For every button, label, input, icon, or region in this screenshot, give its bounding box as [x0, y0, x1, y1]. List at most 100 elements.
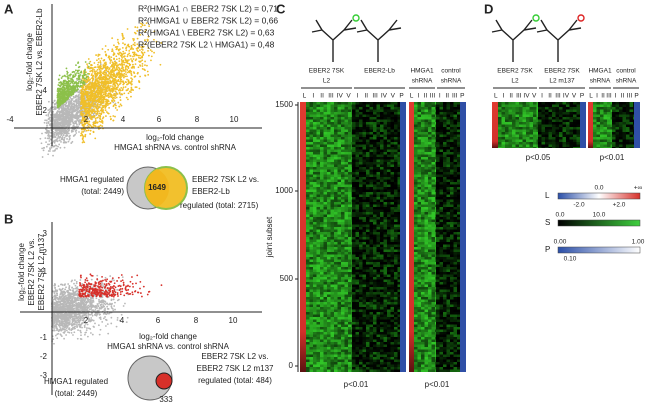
scatter-point: [56, 337, 59, 340]
scatter-point: [116, 75, 118, 77]
scatter-point: [103, 59, 105, 62]
scatter-point: [125, 46, 128, 49]
scatter-point: [61, 91, 64, 94]
rna-structure: [311, 19, 357, 62]
scatter-point: [61, 125, 64, 128]
scatter-point: [122, 42, 124, 45]
scatter-point: [60, 83, 63, 86]
scatter-point: [123, 37, 125, 40]
scatter-point: [91, 309, 94, 312]
scatter-point: [63, 75, 66, 77]
scatter-point: [141, 67, 144, 70]
scatter-point: [48, 130, 50, 132]
scatter-point: [104, 45, 107, 47]
scatter-point: [68, 322, 71, 324]
scatter-point: [67, 293, 70, 296]
scatter-point: [61, 284, 64, 286]
scatter-point: [116, 93, 119, 95]
scatter-point: [63, 118, 66, 121]
scatter-point: [94, 137, 97, 140]
scatter-point: [105, 63, 107, 65]
scatter-point: [105, 101, 108, 104]
scatter-point: [102, 77, 105, 80]
scatter-point: [80, 334, 82, 337]
scatter-point: [99, 316, 102, 319]
scatter-point: [74, 74, 77, 76]
scatter-point: [110, 322, 113, 325]
scatter-point: [82, 130, 85, 133]
scatter-point: [57, 113, 60, 116]
scatter-point: [98, 86, 101, 89]
scatter-point: [52, 101, 55, 104]
scatter-point: [72, 289, 74, 292]
scatter-point: [69, 288, 72, 291]
scatter-point: [109, 102, 112, 105]
scatter-point: [72, 287, 75, 290]
scatter-point: [58, 139, 61, 142]
scatter-point: [74, 284, 77, 287]
scatter-point: [110, 298, 113, 301]
scatter-point: [113, 64, 116, 67]
scatter-point: [89, 96, 92, 99]
scatter-point: [96, 89, 99, 92]
scatter-point: [112, 62, 114, 64]
scatter-point: [110, 65, 112, 68]
scatter-point: [104, 106, 107, 109]
scatter-point: [121, 73, 124, 76]
scatter-point: [109, 90, 112, 92]
scatter-point: [67, 103, 70, 106]
scatter-point: [60, 118, 62, 121]
scatter-point: [65, 110, 67, 113]
scatter-point: [111, 80, 114, 83]
scatter-point: [159, 63, 162, 66]
scatter-point: [54, 125, 57, 127]
scatter-point: [77, 312, 80, 315]
scatter-point: [111, 85, 114, 88]
scatter-point: [77, 299, 80, 302]
scatter-point: [130, 86, 133, 89]
scatter-point: [65, 299, 68, 302]
scatter-point: [100, 303, 103, 306]
scatter-point: [80, 79, 83, 82]
scatter-point: [80, 331, 82, 334]
scatter-point: [115, 48, 118, 51]
scatter-point: [132, 39, 135, 42]
scatter-point: [119, 79, 122, 82]
scatter-point: [121, 54, 123, 57]
scatter-point: [124, 86, 127, 88]
scatter-point: [70, 80, 72, 83]
scatter-point: [93, 124, 96, 127]
scatter-point: [127, 79, 130, 82]
scatter-point: [101, 117, 104, 120]
scatter-point: [70, 322, 73, 325]
scatter-point: [83, 83, 86, 85]
scatter-point: [102, 285, 104, 287]
scatter-point: [52, 140, 55, 143]
scatter-point: [91, 77, 93, 80]
scatter-point: [65, 80, 68, 83]
scatter-point: [91, 67, 94, 69]
scatter-point: [133, 31, 136, 34]
scatter-point: [74, 321, 77, 323]
scatter-point: [61, 130, 64, 133]
scatter-point: [56, 96, 59, 99]
scatter-point: [96, 59, 98, 62]
scatter-point: [97, 324, 100, 327]
scatter-point: [147, 73, 150, 76]
scatter-point: [75, 104, 78, 107]
scatter-point: [54, 324, 56, 327]
scatter-point: [96, 85, 99, 87]
scatter-point: [123, 63, 125, 66]
scatter-point: [86, 63, 88, 65]
scatter-point: [119, 82, 122, 85]
scatter-point: [141, 56, 144, 59]
scatter-point: [65, 75, 67, 78]
scatter-point: [57, 145, 59, 148]
scatter-point: [77, 110, 80, 113]
scatter-point: [71, 140, 74, 143]
scatter-point: [79, 329, 82, 332]
scatter-point: [61, 321, 64, 323]
scatter-point: [68, 110, 71, 113]
scatter-point: [102, 317, 105, 320]
scatter-point: [122, 76, 125, 79]
